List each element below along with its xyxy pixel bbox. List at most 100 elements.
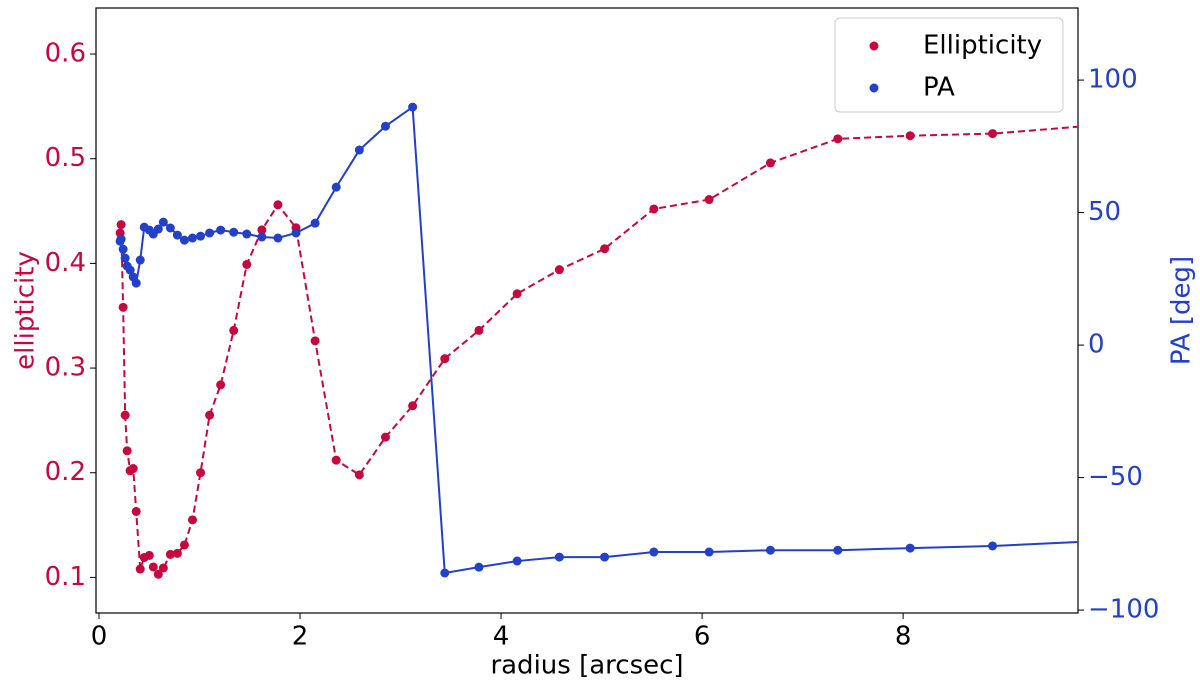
y-tick-label: 0.4 bbox=[45, 248, 86, 278]
series-marker bbox=[216, 225, 226, 235]
series-marker bbox=[118, 302, 128, 312]
x-tick-label: 6 bbox=[694, 622, 711, 652]
series-marker bbox=[216, 380, 226, 390]
series-marker bbox=[257, 225, 267, 235]
series-marker bbox=[273, 200, 283, 210]
x-axis-label: radius [arcsec] bbox=[490, 651, 683, 681]
y2-tick-label: 50 bbox=[1088, 197, 1121, 227]
series-marker bbox=[120, 253, 130, 263]
y-tick-label: 0.6 bbox=[45, 39, 86, 69]
legend-label: PA bbox=[923, 73, 955, 103]
series-marker bbox=[440, 354, 450, 364]
series-marker bbox=[165, 223, 175, 233]
series-marker bbox=[649, 547, 659, 557]
series-marker bbox=[148, 562, 158, 572]
series-marker bbox=[122, 446, 132, 456]
series-marker bbox=[512, 289, 522, 299]
series-marker bbox=[135, 255, 145, 265]
series-marker bbox=[765, 158, 775, 168]
x-tick-label: 8 bbox=[895, 622, 912, 652]
legend-box bbox=[834, 17, 1064, 113]
series-marker bbox=[833, 134, 843, 144]
series-marker bbox=[988, 129, 998, 139]
series-marker bbox=[120, 410, 130, 420]
y2-axis-label: PA [deg] bbox=[1167, 256, 1197, 365]
series-marker bbox=[354, 470, 364, 480]
series-marker bbox=[408, 401, 418, 411]
series-marker bbox=[196, 231, 206, 241]
series-marker bbox=[310, 218, 320, 228]
series-marker bbox=[600, 244, 610, 254]
series-marker bbox=[242, 259, 252, 269]
series-marker bbox=[905, 543, 915, 553]
series-marker bbox=[273, 233, 283, 243]
series-marker bbox=[310, 336, 320, 346]
series-marker bbox=[128, 464, 138, 474]
series-marker bbox=[158, 563, 168, 573]
series-marker bbox=[187, 515, 197, 525]
series-marker bbox=[125, 265, 135, 275]
series-marker bbox=[905, 131, 915, 141]
series-marker bbox=[440, 568, 450, 578]
series-marker bbox=[153, 224, 163, 234]
series-line bbox=[119, 105, 1078, 575]
series-marker bbox=[153, 569, 163, 579]
series-marker bbox=[229, 227, 239, 237]
series-marker bbox=[380, 121, 390, 131]
series-marker bbox=[196, 468, 206, 478]
series-marker bbox=[380, 432, 390, 442]
series-marker bbox=[179, 235, 189, 245]
series-marker bbox=[172, 548, 182, 558]
series-marker bbox=[135, 564, 145, 574]
y-tick-label: 0.2 bbox=[45, 457, 86, 487]
x-tick-label: 4 bbox=[493, 622, 510, 652]
series-marker bbox=[158, 217, 168, 227]
y2-tick-label: −50 bbox=[1088, 462, 1143, 492]
series-marker bbox=[205, 410, 215, 420]
series-marker bbox=[474, 325, 484, 335]
legend-marker bbox=[869, 83, 879, 93]
series-marker bbox=[704, 547, 714, 557]
series-marker bbox=[512, 556, 522, 566]
series-marker bbox=[116, 220, 126, 230]
series-marker bbox=[331, 182, 341, 192]
series-marker bbox=[704, 195, 714, 205]
series-marker bbox=[205, 228, 215, 238]
series-marker bbox=[116, 234, 126, 244]
series-marker bbox=[242, 229, 252, 239]
series-marker bbox=[765, 545, 775, 555]
series-marker bbox=[257, 232, 267, 242]
y2-tick-label: 100 bbox=[1088, 65, 1138, 95]
series-marker bbox=[229, 325, 239, 335]
y-tick-label: 0.3 bbox=[45, 353, 86, 383]
series-marker bbox=[187, 233, 197, 243]
y2-tick-label: −100 bbox=[1088, 595, 1159, 625]
series-marker bbox=[988, 541, 998, 551]
series-marker bbox=[131, 506, 141, 516]
series-marker bbox=[600, 552, 610, 562]
series-marker bbox=[1080, 537, 1089, 546]
series-marker bbox=[291, 228, 301, 238]
y-tick-label: 0.1 bbox=[45, 562, 86, 592]
series-marker bbox=[165, 549, 175, 559]
x-tick-label: 2 bbox=[292, 622, 309, 652]
legend-label: Ellipticity bbox=[923, 31, 1042, 61]
plot-area bbox=[115, 102, 1089, 579]
series-marker bbox=[554, 552, 564, 562]
series-marker bbox=[554, 265, 564, 275]
series-marker bbox=[474, 562, 484, 572]
plot-frame bbox=[95, 7, 1079, 614]
series-marker bbox=[331, 455, 341, 465]
x-tick-label: 0 bbox=[91, 622, 108, 652]
series-line bbox=[119, 125, 1078, 576]
legend-marker bbox=[869, 41, 879, 51]
series-marker bbox=[1080, 122, 1089, 131]
series-marker bbox=[408, 102, 418, 112]
series-marker bbox=[172, 230, 182, 240]
series-marker bbox=[354, 145, 364, 155]
series-marker bbox=[118, 244, 128, 254]
series-marker bbox=[649, 204, 659, 214]
y-tick-label: 0.5 bbox=[45, 143, 86, 173]
y-axis-label: ellipticity bbox=[11, 251, 41, 370]
